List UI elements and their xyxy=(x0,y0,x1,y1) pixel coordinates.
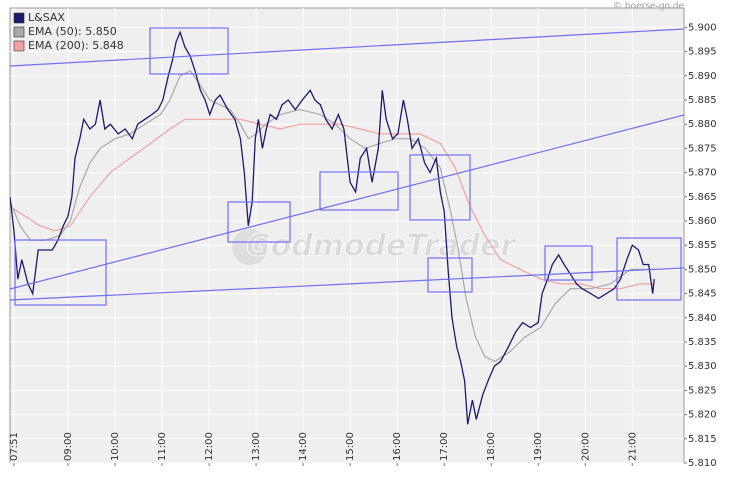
y-tick-label: 5.875 xyxy=(688,143,717,154)
watermark-text: GodmodeTrader xyxy=(246,229,517,264)
watermark-logo xyxy=(232,229,268,265)
plot-area xyxy=(9,7,685,464)
x-tick-label: 17:00 xyxy=(439,432,450,461)
y-tick-label: 5.855 xyxy=(688,240,717,251)
y-tick-label: 5.820 xyxy=(688,410,717,421)
y-tick-label: 5.860 xyxy=(688,216,717,227)
series-line xyxy=(10,30,655,425)
x-tick-label: 12:00 xyxy=(204,432,215,461)
trend-line xyxy=(10,267,684,301)
legend-label: EMA (200): 5.848 xyxy=(28,39,124,52)
legend-label: EMA (50): 5.850 xyxy=(28,25,117,38)
box-annotation xyxy=(14,239,107,306)
trend-line xyxy=(10,28,684,67)
y-tick-label: 5.900 xyxy=(688,22,717,33)
x-tick-label: 11:00 xyxy=(157,432,168,461)
x-tick-label: 16:00 xyxy=(392,432,403,461)
y-tick-label: 5.895 xyxy=(688,47,717,58)
y-tick-label: 5.835 xyxy=(688,337,717,348)
y-tick-label: 5.815 xyxy=(688,434,717,445)
legend-swatch xyxy=(13,12,25,24)
watermark: GodmodeTrader xyxy=(232,228,518,265)
y-tick-label: 5.890 xyxy=(688,71,717,82)
x-tick-label: 19:00 xyxy=(533,432,544,461)
x-tick-label: 13:00 xyxy=(251,432,262,461)
y-tick-label: 5.850 xyxy=(688,264,717,275)
legend-swatch xyxy=(13,26,25,38)
copyright: © boerse-go.de xyxy=(613,2,684,12)
x-tick-label: 21:00 xyxy=(627,432,638,461)
y-tick-label: 5.865 xyxy=(688,192,717,203)
box-annotation xyxy=(149,27,229,75)
y-tick-label: 5.840 xyxy=(688,313,717,324)
x-tick-label: 07:51 xyxy=(9,432,20,461)
x-tick-label: 10:00 xyxy=(110,432,121,461)
y-tick-label: 5.825 xyxy=(688,385,717,396)
y-tick-label: 5.870 xyxy=(688,168,717,179)
x-tick-label: 18:00 xyxy=(486,432,497,461)
y-tick-label: 5.880 xyxy=(688,119,717,130)
trend-line xyxy=(10,114,684,290)
box-annotation xyxy=(616,237,682,301)
x-tick-label: 20:00 xyxy=(580,432,591,461)
y-tick-label: 5.830 xyxy=(688,361,717,372)
box-annotation xyxy=(319,171,399,211)
series-line xyxy=(10,118,655,290)
y-tick-label: 5.845 xyxy=(688,289,717,300)
box-annotation xyxy=(409,154,471,221)
box-annotation xyxy=(427,257,473,293)
annotations xyxy=(10,27,684,306)
box-annotation xyxy=(227,201,291,243)
x-tick-label: 09:00 xyxy=(63,432,74,461)
x-tick-label: 14:00 xyxy=(298,432,309,461)
series-line xyxy=(10,70,655,363)
legend-label: L&SAX xyxy=(28,11,65,24)
x-tick-label: 15:00 xyxy=(345,432,356,461)
legend-swatch xyxy=(13,40,25,52)
grid xyxy=(10,8,684,464)
series-group xyxy=(10,30,655,425)
y-tick-label: 5.810 xyxy=(688,458,717,469)
box-annotation xyxy=(544,245,593,281)
y-tick-label: 5.885 xyxy=(688,95,717,106)
